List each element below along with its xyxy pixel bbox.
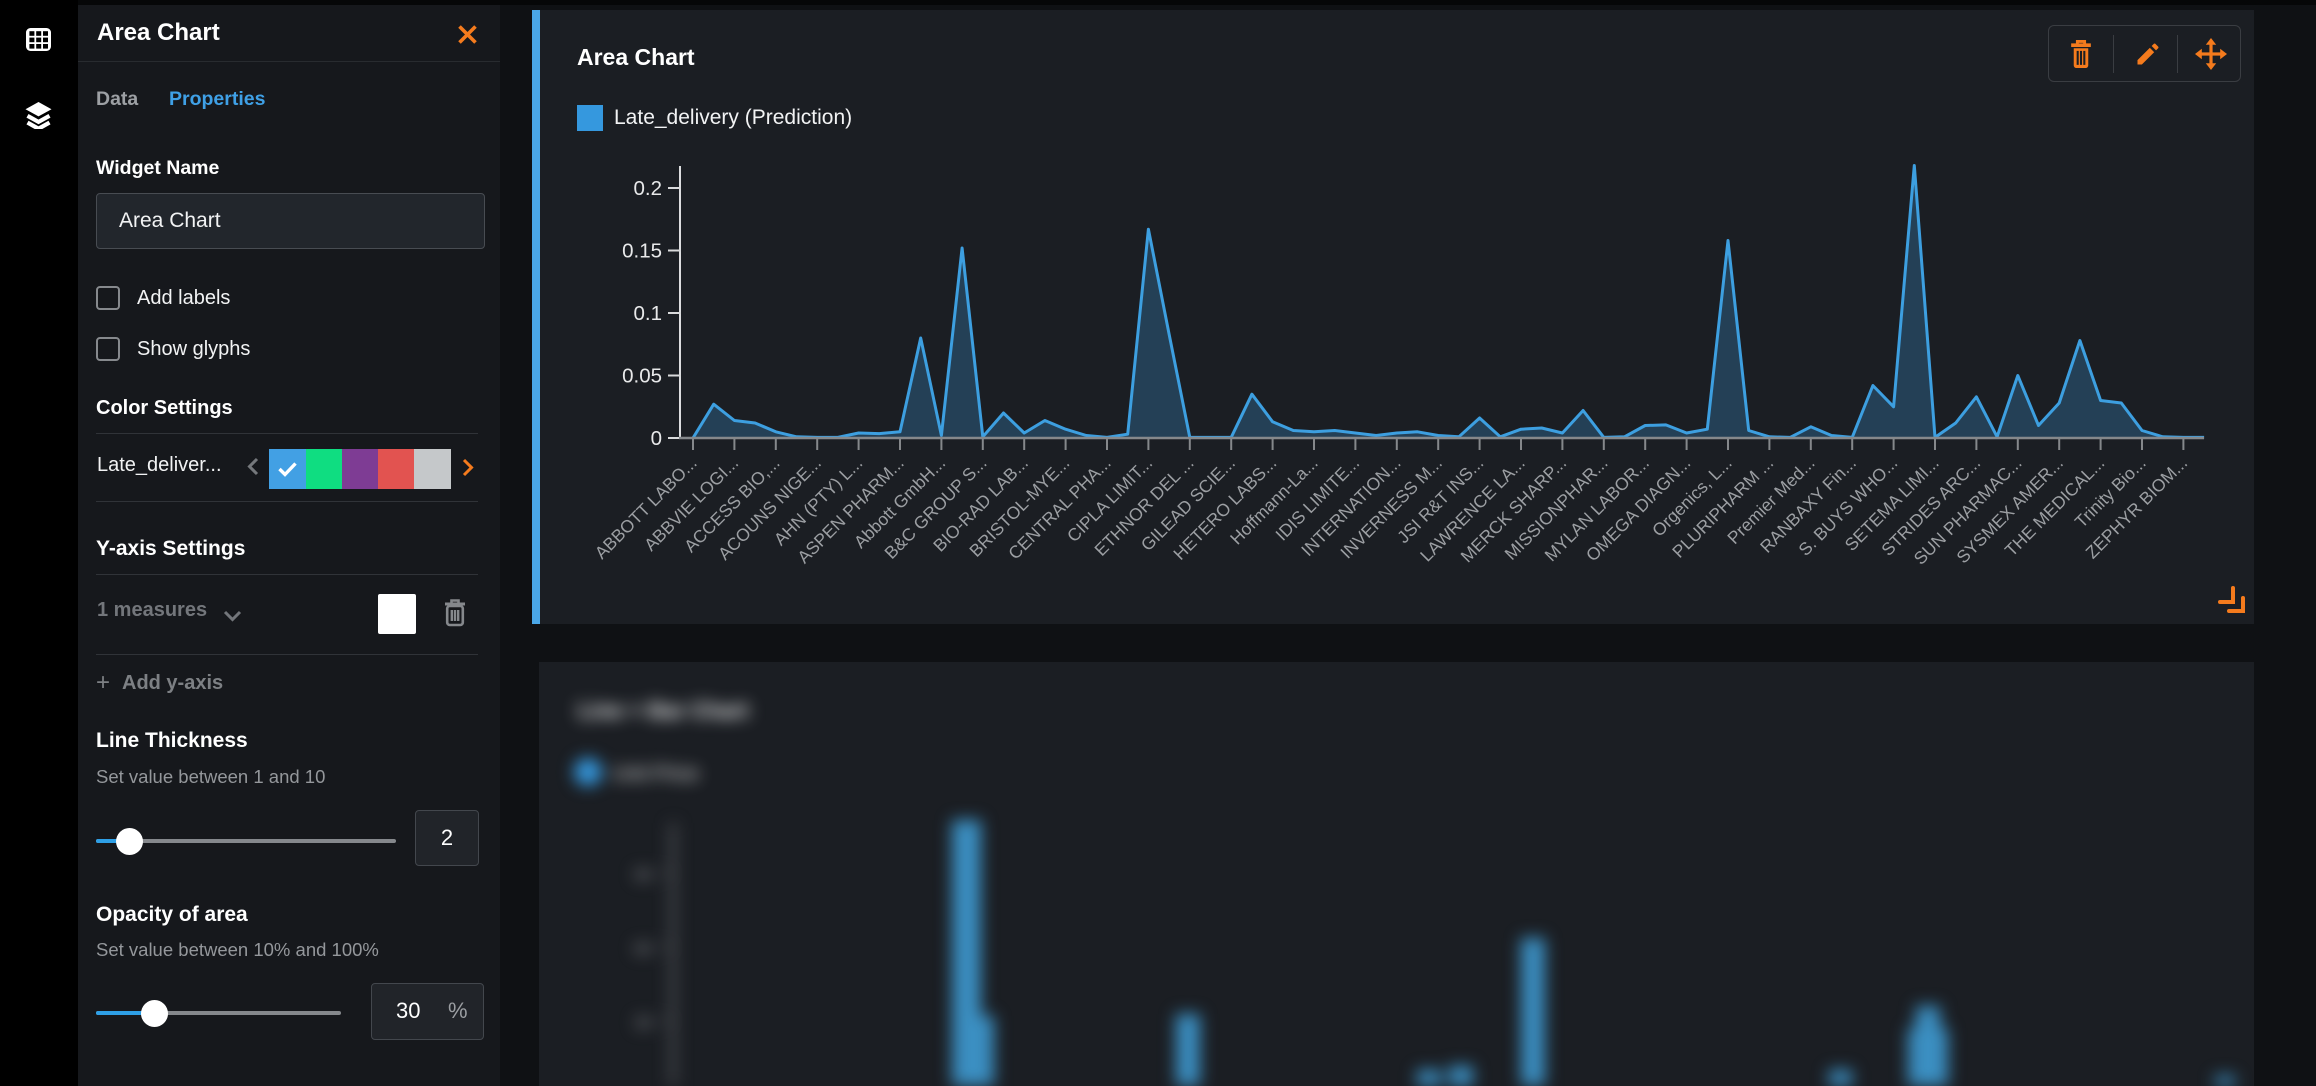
svg-text:0.2: 0.2 [634,177,663,200]
svg-text:30: 30 [634,1015,652,1032]
svg-text:Line + Bar Chart: Line + Bar Chart [578,698,749,723]
svg-text:0.05: 0.05 [622,365,662,388]
svg-text:0.1: 0.1 [634,302,663,325]
svg-text:60: 60 [634,941,652,958]
svg-text:Unit Price: Unit Price [612,763,699,785]
svg-text:90: 90 [634,867,652,884]
svg-text:0: 0 [651,427,662,450]
svg-text:0.15: 0.15 [622,240,662,263]
